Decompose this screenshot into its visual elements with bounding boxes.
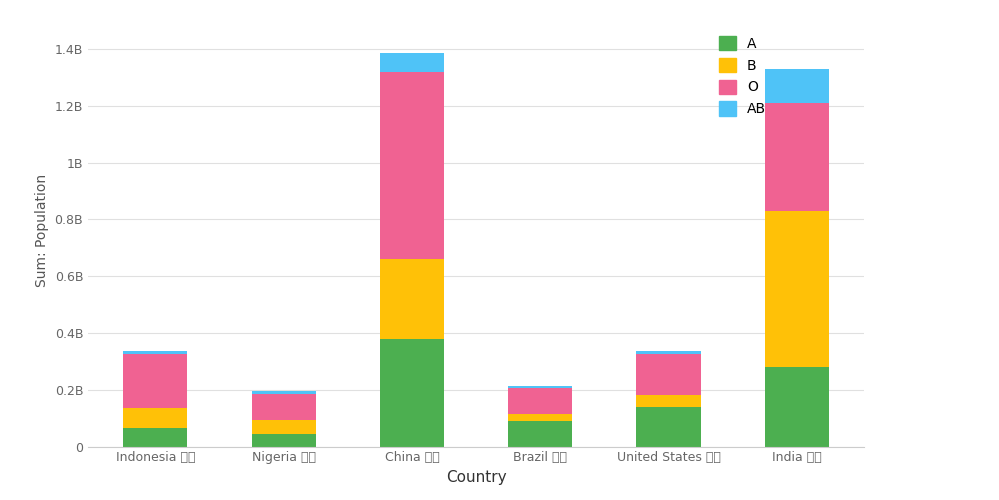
Bar (252, 391, 316, 394)
Bar (123, 354, 188, 408)
Bar (636, 396, 700, 407)
Bar (380, 259, 444, 338)
Bar (764, 367, 829, 446)
Bar (123, 408, 188, 428)
Y-axis label: Sum: Population: Sum: Population (35, 174, 49, 288)
Bar (764, 211, 829, 367)
Bar (123, 351, 188, 354)
Bar (764, 103, 829, 211)
Bar (508, 414, 572, 421)
Bar (380, 72, 444, 259)
Bar (636, 352, 700, 354)
Bar (508, 421, 572, 446)
Bar (252, 394, 316, 419)
Bar (636, 407, 700, 447)
Bar (764, 69, 829, 103)
Bar (636, 354, 700, 396)
Bar (508, 386, 572, 388)
Legend: A, B, O, AB: A, B, O, AB (714, 30, 772, 122)
Bar (123, 428, 188, 446)
Bar (252, 434, 316, 446)
Bar (380, 54, 444, 72)
X-axis label: Country: Country (446, 470, 506, 485)
Bar (508, 388, 572, 414)
Bar (380, 338, 444, 446)
Bar (252, 420, 316, 434)
